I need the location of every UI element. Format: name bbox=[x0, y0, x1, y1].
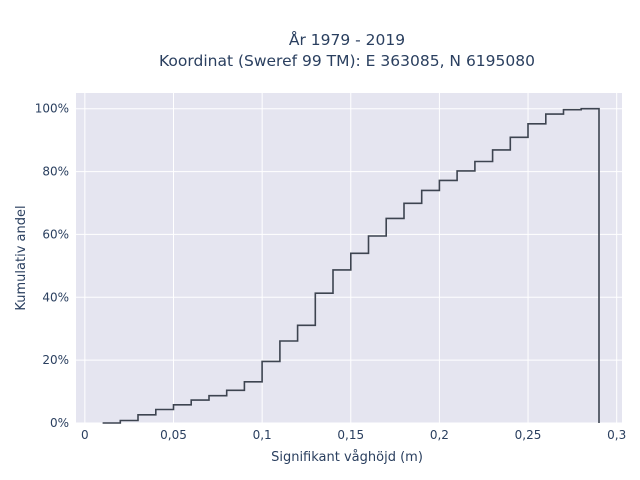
y-tick-label: 20% bbox=[42, 353, 69, 367]
y-tick-label: 0% bbox=[50, 416, 69, 430]
grid-lines bbox=[76, 93, 622, 424]
y-tick-label: 80% bbox=[42, 165, 69, 179]
tick-labels: 0 0,05 0,1 0,15 0,2 0,25 0,3 0% 20% 40% 60% 80% 100% bbox=[35, 102, 627, 442]
y-tick-label: 100% bbox=[35, 102, 69, 116]
x-tick-label: 0,15 bbox=[337, 428, 364, 442]
chart-title-line-1: År 1979 - 2019 bbox=[289, 30, 405, 49]
x-tick-label: 0 bbox=[81, 428, 89, 442]
x-tick-label: 0,2 bbox=[430, 428, 449, 442]
y-tick-label: 40% bbox=[42, 290, 69, 304]
x-axis-title: Signifikant våghöjd (m) bbox=[271, 450, 423, 465]
x-tick-label: 0,1 bbox=[253, 428, 272, 442]
x-tick-label: 0,25 bbox=[515, 428, 542, 442]
x-tick-label: 0,3 bbox=[607, 428, 626, 442]
y-axis-title: Kumulativ andel bbox=[14, 205, 29, 310]
y-tick-label: 60% bbox=[42, 227, 69, 241]
x-tick-label: 0,05 bbox=[160, 428, 187, 442]
plot-area bbox=[76, 93, 622, 423]
series-line-0 bbox=[102, 107, 600, 424]
data-layer bbox=[102, 107, 600, 424]
chart-title-line-2: Koordinat (Sweref 99 TM): E 363085, N 61… bbox=[159, 52, 535, 70]
